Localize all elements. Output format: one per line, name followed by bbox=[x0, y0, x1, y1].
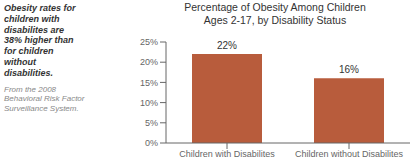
svg-text:16%: 16% bbox=[339, 64, 359, 75]
svg-text:Children without Disabilites: Children without Disabilites bbox=[295, 149, 404, 159]
svg-text:0%: 0% bbox=[145, 138, 158, 148]
svg-text:22%: 22% bbox=[217, 40, 237, 51]
svg-text:25%: 25% bbox=[140, 37, 158, 47]
html-text:Ages 2-17, by Disability Statu: Ages 2-17, by Disability Status bbox=[203, 14, 347, 26]
svg-text:15%: 15% bbox=[140, 78, 158, 88]
html-text:From the 2008 Behavioral Risk: From the 2008 Behavioral Risk Factor Sur… bbox=[4, 84, 85, 113]
html-text:Percentage of Obesity Among Ch: Percentage of Obesity Among Children bbox=[184, 1, 366, 13]
svg-text:Children with Disabilites: Children with Disabilites bbox=[179, 149, 275, 159]
svg-text:5%: 5% bbox=[145, 118, 158, 128]
svg-text:10%: 10% bbox=[140, 98, 158, 108]
svg-text:20%: 20% bbox=[140, 57, 158, 67]
html-text:Obesity rates for children wit: Obesity rates for children with disabili… bbox=[4, 3, 76, 78]
